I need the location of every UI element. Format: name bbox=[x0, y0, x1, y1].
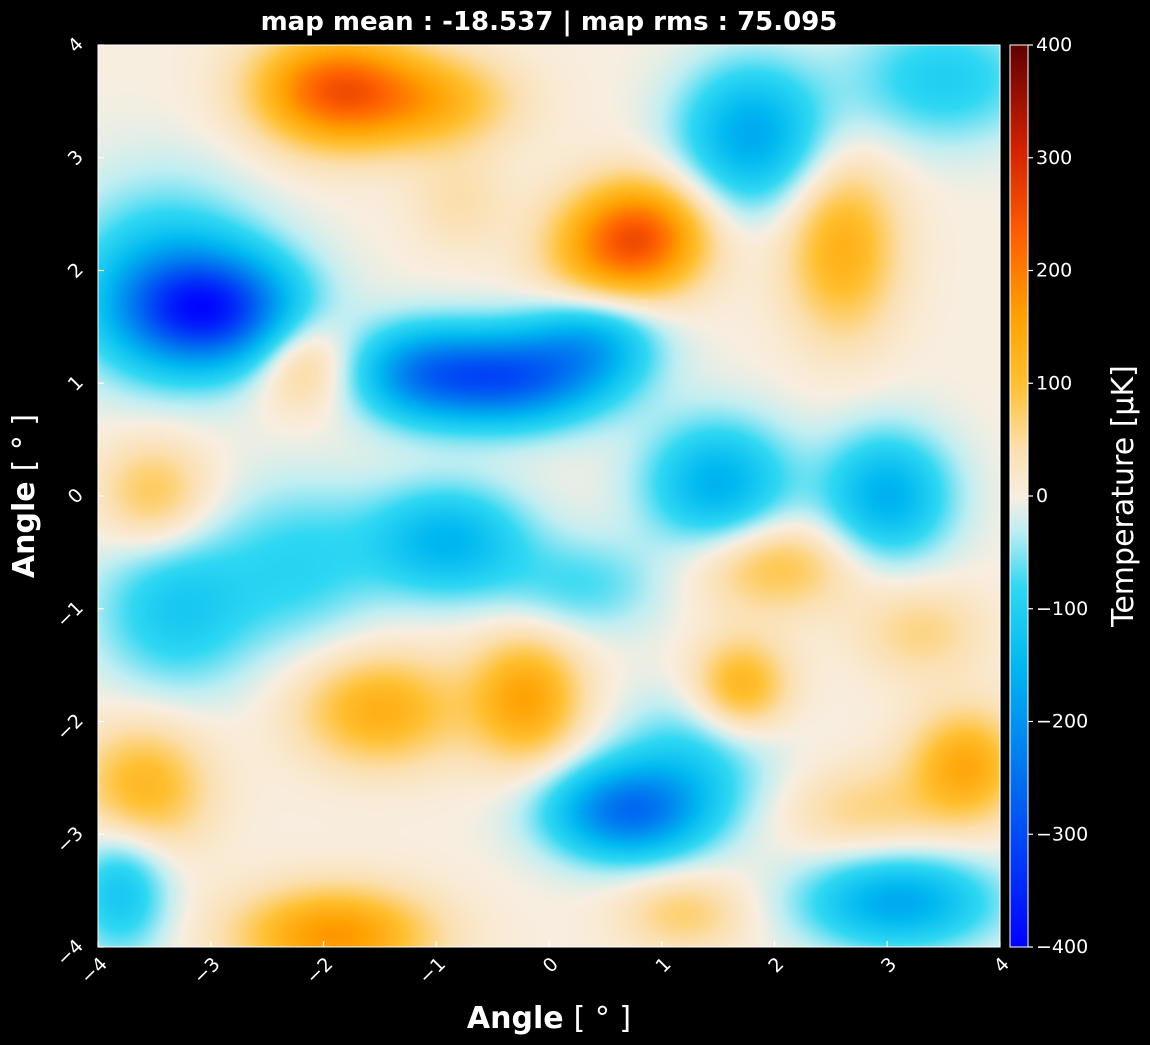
colorbar-label: Temperature [μK] bbox=[1106, 365, 1141, 628]
colorbar: −400 −300 −200 −100 0 100 200 300 400 Temperatur… bbox=[1009, 34, 1141, 958]
x-tick-label: −2 bbox=[302, 953, 337, 988]
x-tick-label: 2 bbox=[764, 953, 788, 977]
colorbar-tick-label: 0 bbox=[1036, 485, 1048, 507]
y-tick-label: −3 bbox=[52, 822, 87, 857]
colorbar-tick-label: −400 bbox=[1036, 936, 1088, 958]
y-axis-ticks: −4 −3 −2 −1 0 1 2 3 4 bbox=[52, 33, 104, 971]
x-tick-label: 3 bbox=[877, 953, 901, 977]
y-tick-label: −2 bbox=[52, 710, 87, 745]
x-axis-ticks: −4 −3 −2 −1 0 1 2 3 4 bbox=[76, 941, 1014, 989]
x-tick-label: 1 bbox=[651, 953, 675, 977]
colorbar-tick-label: −100 bbox=[1036, 598, 1088, 620]
y-tick-label: 0 bbox=[64, 484, 88, 508]
colorbar-tick-label: 300 bbox=[1036, 147, 1072, 169]
colorbar-tick-label: 400 bbox=[1036, 34, 1072, 56]
chart-title: map mean : -18.537 | map rms : 75.095 bbox=[261, 7, 838, 37]
colorbar-tick-label: −200 bbox=[1036, 711, 1088, 733]
y-axis-label-unit: [ ° ] bbox=[7, 414, 42, 471]
colorbar-ticks: −400 −300 −200 −100 0 100 200 300 400 bbox=[1028, 34, 1088, 958]
x-axis-label-name: Angle bbox=[467, 1001, 564, 1036]
y-tick-label: 2 bbox=[64, 259, 88, 283]
x-axis-label-unit: [ ° ] bbox=[574, 1001, 631, 1036]
x-axis-label: Angle [ ° ] bbox=[467, 1001, 631, 1036]
colorbar-tick-label: −300 bbox=[1036, 823, 1088, 845]
y-axis-label: Angle [ ° ] bbox=[7, 414, 42, 578]
temperature-heatmap bbox=[98, 45, 1000, 947]
colorbar-tick-label: 100 bbox=[1036, 372, 1072, 394]
heatmap-plot-area bbox=[97, 44, 1001, 948]
colorbar-tick-label: 200 bbox=[1036, 260, 1072, 282]
x-tick-label: −4 bbox=[76, 953, 111, 988]
x-tick-label: −1 bbox=[415, 953, 450, 988]
y-tick-label: −1 bbox=[52, 597, 87, 632]
y-tick-label: −4 bbox=[52, 935, 87, 970]
y-tick-label: 1 bbox=[64, 371, 88, 395]
colorbar-gradient bbox=[1009, 44, 1029, 948]
y-tick-label: 4 bbox=[64, 33, 88, 57]
x-tick-label: 0 bbox=[539, 953, 563, 977]
y-axis-label-name: Angle bbox=[7, 481, 42, 578]
y-tick-label: 3 bbox=[64, 146, 88, 170]
x-tick-label: 4 bbox=[990, 953, 1014, 977]
x-tick-label: −3 bbox=[189, 953, 224, 988]
